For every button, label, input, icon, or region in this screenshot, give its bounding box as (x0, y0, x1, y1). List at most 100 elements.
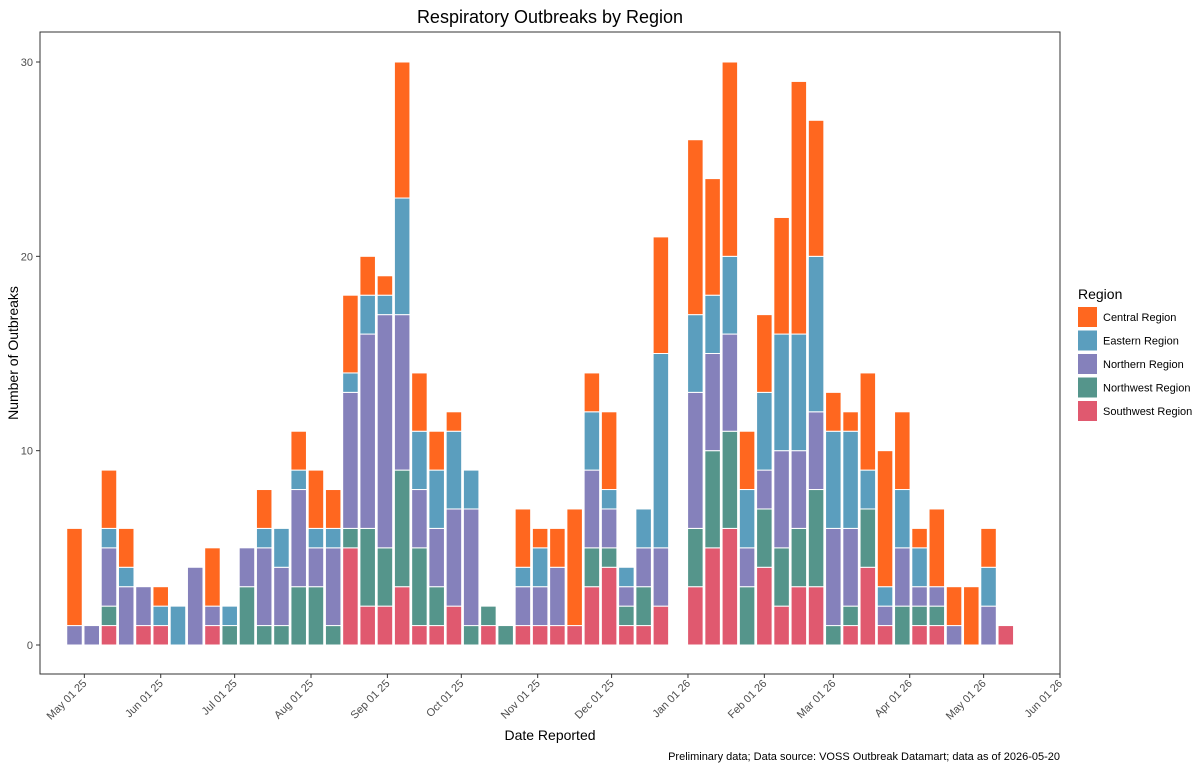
bar-southwest-region (928, 625, 946, 646)
bar-northwest-region (928, 605, 946, 627)
bar-central-region (583, 372, 601, 413)
bar-eastern-region (514, 566, 532, 588)
bar-southwest-region (842, 625, 859, 646)
bar-southwest-region (876, 625, 894, 646)
bar-northwest-region (738, 586, 756, 646)
bar-southwest-region (756, 566, 773, 646)
bar-northwest-region (687, 527, 704, 588)
bar-eastern-region (600, 489, 618, 510)
legend-swatch-southwest-region (1078, 401, 1097, 421)
bar-northern-region (204, 605, 221, 627)
bar-central-region (324, 489, 342, 529)
bar-northwest-region (255, 625, 273, 646)
bar-northwest-region (600, 547, 618, 568)
legend-swatch-northern-region (1078, 354, 1097, 374)
bar-southwest-region (704, 547, 721, 646)
bar-southwest-region (480, 625, 497, 646)
bar-northern-region (945, 625, 963, 646)
bar-southwest-region (342, 547, 359, 646)
bar-northwest-region (497, 625, 514, 646)
x-axis-title: Date Reported (504, 727, 595, 743)
bar-northern-region (359, 333, 376, 529)
bar-eastern-region (342, 372, 359, 393)
bar-central-region (359, 255, 376, 296)
bar-southwest-region (652, 605, 670, 646)
bar-southwest-region (997, 625, 1015, 646)
bar-southwest-region (135, 625, 152, 646)
bar-northwest-region (100, 605, 118, 627)
bar-northern-region (273, 566, 290, 627)
bar-northern-region (618, 586, 635, 607)
chart-title: Respiratory Outbreaks by Region (417, 7, 683, 27)
bar-central-region (100, 469, 118, 529)
x-tick-label: Feb 01 26 (726, 678, 770, 722)
bar-eastern-region (825, 430, 842, 529)
bar-northwest-region (842, 605, 859, 627)
bar-eastern-region (376, 294, 394, 316)
bar-northwest-region (376, 547, 394, 607)
bar-northwest-region (721, 430, 739, 529)
bar-central-region (652, 236, 670, 354)
bar-central-region (773, 216, 790, 335)
bar-southwest-region (687, 586, 704, 646)
bar-central-region (807, 119, 825, 257)
bar-northern-region (324, 547, 342, 627)
bar-southwest-region (566, 625, 583, 646)
y-axis-title: Number of Outbreaks (5, 286, 21, 420)
bar-central-region (290, 430, 307, 471)
bar-southwest-region (807, 586, 825, 646)
bar-central-region (549, 527, 566, 568)
bar-central-region (255, 489, 273, 529)
bar-southwest-region (790, 586, 808, 646)
bar-northern-region (583, 469, 601, 549)
legend-swatch-northwest-region (1078, 377, 1097, 398)
y-axis: 0 10 20 30 (21, 57, 40, 652)
bar-eastern-region (704, 294, 721, 355)
bar-eastern-region (100, 527, 118, 549)
bar-eastern-region (687, 314, 704, 393)
bar-central-region (980, 527, 997, 568)
bar-northwest-region (480, 605, 497, 627)
bar-northern-region (807, 411, 825, 491)
bar-northwest-region (342, 527, 359, 549)
x-tick-label: Aug 01 25 (272, 678, 316, 722)
bar-eastern-region (790, 333, 808, 452)
bar-southwest-region (721, 527, 739, 646)
bar-northwest-region (825, 625, 842, 646)
bar-eastern-region (169, 605, 187, 646)
bar-southwest-region (583, 586, 601, 646)
bar-eastern-region (756, 391, 773, 471)
bar-southwest-region (514, 625, 532, 646)
bar-northern-region (704, 353, 721, 452)
bar-northwest-region (756, 508, 773, 568)
bar-northern-region (411, 489, 428, 549)
bar-northwest-region (393, 469, 411, 588)
y-tick-label: 10 (21, 446, 33, 458)
x-tick-label: May 01 26 (944, 678, 989, 723)
bar-northern-region (135, 586, 152, 627)
bar-northern-region (428, 527, 445, 588)
bar-southwest-region (600, 566, 618, 646)
bar-northern-region (790, 450, 808, 529)
bar-northwest-region (790, 527, 808, 588)
bar-central-region (963, 586, 980, 646)
bar-central-region (117, 527, 135, 568)
x-tick-label: Nov 01 25 (499, 678, 543, 722)
bar-central-region (842, 411, 859, 432)
bar-northwest-region (307, 586, 325, 646)
bar-northwest-region (238, 586, 256, 646)
bar-northwest-region (411, 547, 428, 627)
x-tick-label: Sep 01 25 (349, 678, 393, 722)
bar-eastern-region (807, 255, 825, 413)
bar-southwest-region (531, 625, 549, 646)
x-axis: May 01 25 Jun 01 25 Jul 01 25 Aug 01 25 Sep … (45, 674, 1065, 722)
bar-southwest-region (359, 605, 376, 646)
legend-title: Region (1078, 286, 1122, 302)
bar-northwest-region (221, 625, 238, 646)
bar-central-region (687, 139, 704, 316)
bar-central-region (428, 430, 445, 471)
bar-eastern-region (359, 294, 376, 335)
bar-northern-region (290, 489, 307, 588)
bar-central-region (859, 372, 877, 471)
